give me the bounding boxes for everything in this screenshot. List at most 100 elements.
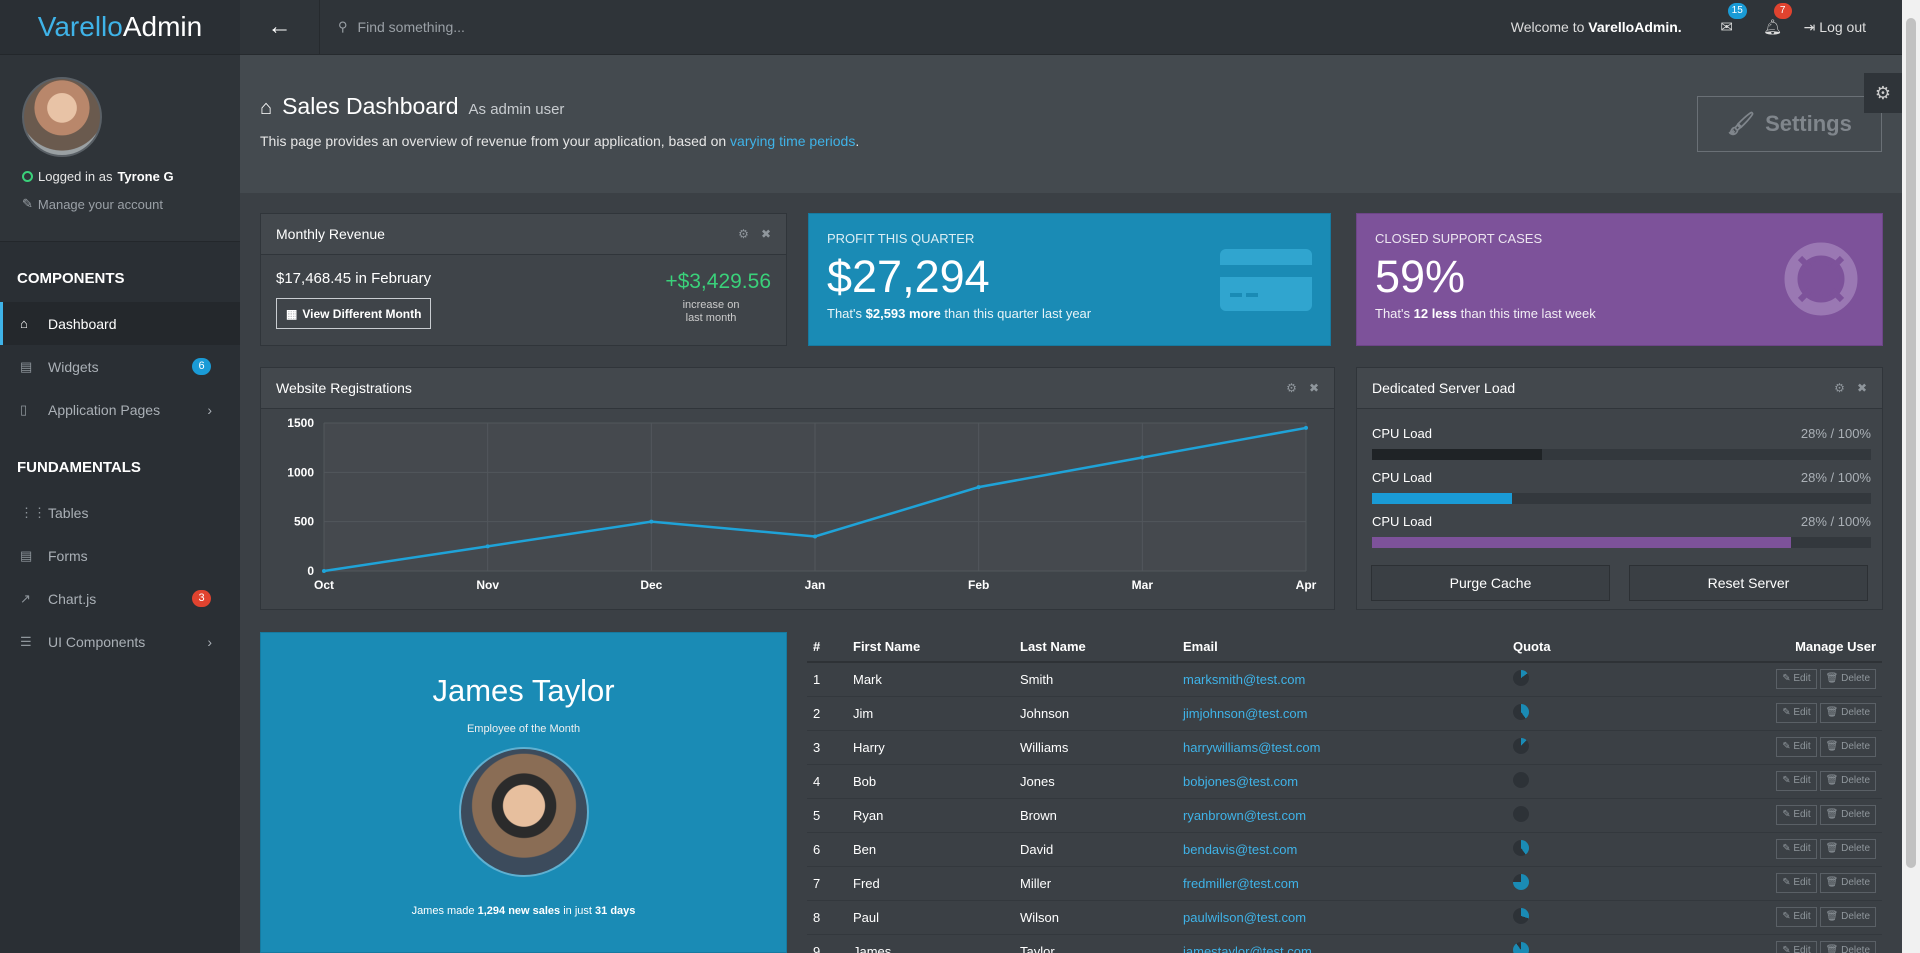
brand-logo[interactable]: Varello Admin [0, 0, 240, 55]
sidebar-item-dashboard[interactable]: ⌂ Dashboard [0, 302, 240, 345]
manage-account-link[interactable]: ✎ Manage your account [22, 196, 240, 212]
sidebar-item-forms[interactable]: ▤ Forms [0, 534, 240, 577]
search-input[interactable] [357, 19, 858, 35]
close-icon[interactable]: ✖ [1308, 381, 1319, 395]
delete-label: Delete [1841, 877, 1870, 888]
time-periods-link[interactable]: varying time periods [730, 133, 856, 149]
quota-cell [1507, 696, 1657, 731]
made-mid: in just [563, 905, 592, 917]
sidebar-item-label: Application Pages [48, 401, 161, 418]
email-link[interactable]: jamestaylor@test.com [1177, 934, 1507, 953]
purge-cache-button[interactable]: Purge Cache [1371, 565, 1610, 601]
avatar[interactable] [22, 77, 102, 157]
reset-server-button[interactable]: Reset Server [1629, 565, 1868, 601]
delete-label: Delete [1841, 673, 1870, 685]
note-prefix: That's [1375, 306, 1410, 321]
back-arrow-icon[interactable]: ← [240, 0, 320, 55]
stat-value: $27,294 [827, 251, 990, 302]
email-link[interactable]: ryanbrown@test.com [1177, 798, 1507, 833]
column-header: # [807, 632, 847, 663]
delete-button[interactable]: 🗑︎ Delete [1819, 737, 1876, 757]
edit-button[interactable]: ✎ Edit [1776, 771, 1817, 791]
envelope-icon: ✉ [1720, 19, 1733, 36]
pencil-icon: ✎ [1782, 775, 1791, 786]
view-different-month-button[interactable]: ▦ View Different Month [276, 298, 432, 329]
load-row: CPU Load 28% / 100% [1372, 426, 1871, 460]
table-row: 3 Harry Williams harrywilliams@test.com ✎ Ed… [807, 730, 1882, 765]
note-suffix: than this quarter last year [944, 306, 1092, 321]
edit-button[interactable]: ✎ Edit [1776, 873, 1817, 893]
table-header-row: # First Name Last Name Email Quota Manag… [807, 632, 1882, 663]
email-link[interactable]: paulwilson@test.com [1177, 900, 1507, 935]
made-bold-sales: 1,294 new sales [477, 905, 561, 917]
panel-title: Website Registrations [276, 380, 412, 396]
email-link[interactable]: harrywilliams@test.com [1177, 730, 1507, 765]
pencil-icon: ✎ [1782, 673, 1791, 685]
delete-button[interactable]: 🗑︎ Delete [1819, 873, 1876, 893]
logout-icon: ⇥ [1803, 18, 1816, 35]
employee-of-month-card: James Taylor Employee of the Month James… [260, 632, 787, 953]
chevron-right-icon: › [207, 401, 212, 418]
stat-value: 59% [1375, 251, 1466, 302]
table-row: 6 Ben David bendavis@test.com ✎ Edit 🗑︎ Delet… [807, 832, 1882, 867]
manage-cell: ✎ Edit 🗑︎ Delete [1657, 764, 1882, 799]
email-link[interactable]: bendavis@test.com [1177, 832, 1507, 867]
mail-count-badge: 15 [1727, 3, 1747, 19]
employee-name: James Taylor [432, 673, 615, 708]
close-icon[interactable]: ✖ [760, 227, 771, 241]
edit-button[interactable]: ✎ Edit [1776, 703, 1817, 723]
edit-button[interactable]: ✎ Edit [1776, 737, 1817, 757]
gear-icon[interactable]: ⚙ [1864, 73, 1902, 113]
sidebar-item-widgets[interactable]: ▤ Widgets 6 [0, 345, 240, 388]
gear-icon[interactable]: ⚙ [738, 227, 749, 241]
scrollbar-thumb[interactable] [1906, 18, 1916, 868]
bell-icon: 🔔︎ [1763, 19, 1783, 36]
logout-link[interactable]: ⇥ Log out [1804, 19, 1866, 36]
employee-photo [458, 747, 589, 877]
table-row: 5 Ryan Brown ryanbrown@test.com ✎ Edit 🗑︎ Del… [807, 798, 1882, 833]
edit-button[interactable]: ✎ Edit [1776, 941, 1817, 953]
first-name: Harry [847, 730, 1014, 765]
delete-button[interactable]: 🗑︎ Delete [1819, 703, 1876, 723]
profile-panel: Logged in as Tyrone G ✎ Manage your acco… [0, 55, 240, 242]
first-name: Jim [847, 696, 1014, 731]
panel-header: Dedicated Server Load ⚙ ✖ [1357, 368, 1882, 409]
nav-heading-fundamentals: FUNDAMENTALS [17, 459, 141, 476]
row-number: 2 [807, 696, 847, 731]
delete-button[interactable]: 🗑︎ Delete [1819, 669, 1876, 690]
delete-button[interactable]: 🗑︎ Delete [1819, 907, 1876, 927]
sidebar-item-tables[interactable]: ⋮⋮ Tables [0, 491, 240, 534]
page-scrollbar[interactable] [1902, 0, 1920, 953]
edit-button[interactable]: ✎ Edit [1776, 669, 1817, 690]
pencil-icon: ✎ [1782, 945, 1791, 953]
close-icon[interactable]: ✖ [1856, 381, 1867, 395]
sidebar-item-chartjs[interactable]: ↗ Chart.js 3 [0, 577, 240, 620]
nav-heading-components: COMPONENTS [17, 270, 125, 287]
note-suffix: than this time last week [1460, 306, 1596, 321]
load-bar [1372, 537, 1871, 548]
edit-button[interactable]: ✎ Edit [1776, 907, 1817, 927]
notifications-button[interactable]: 🔔︎ 7 [1750, 3, 1796, 36]
pencil-icon: ✎ [1782, 707, 1791, 718]
email-link[interactable]: jimjohnson@test.com [1177, 696, 1507, 731]
sidebar-item-application-pages[interactable]: ▯ Application Pages › [0, 388, 240, 431]
email-link[interactable]: bobjones@test.com [1177, 764, 1507, 799]
gear-icon[interactable]: ⚙ [1834, 381, 1845, 395]
settings-button[interactable]: 🖌︎ Settings [1697, 96, 1882, 152]
delete-button[interactable]: 🗑︎ Delete [1819, 805, 1876, 825]
gear-icon[interactable]: ⚙ [1286, 381, 1297, 395]
sidebar-item-ui-components[interactable]: ☰ UI Components › [0, 620, 240, 663]
data-point [976, 485, 981, 490]
data-point [1140, 455, 1145, 460]
email-link[interactable]: marksmith@test.com [1177, 662, 1507, 697]
delete-button[interactable]: 🗑︎ Delete [1819, 839, 1876, 859]
edit-button[interactable]: ✎ Edit [1776, 805, 1817, 825]
users-table: # First Name Last Name Email Quota Manag… [807, 632, 1882, 953]
edit-button[interactable]: ✎ Edit [1776, 839, 1817, 859]
data-point [813, 534, 817, 539]
mail-button[interactable]: ✉ 15 [1704, 3, 1750, 36]
email-link[interactable]: fredmiller@test.com [1177, 866, 1507, 901]
delete-button[interactable]: 🗑︎ Delete [1819, 771, 1876, 791]
note-bold: 12 less [1413, 306, 1457, 321]
delete-button[interactable]: 🗑︎ Delete [1819, 941, 1876, 953]
